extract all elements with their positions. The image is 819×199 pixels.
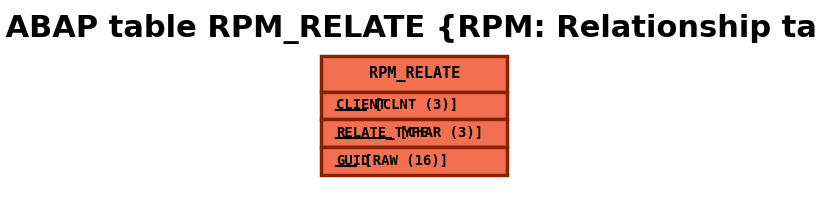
FancyBboxPatch shape [321, 92, 507, 119]
Text: SAP ABAP table RPM_RELATE {RPM: Relationship table}: SAP ABAP table RPM_RELATE {RPM: Relation… [0, 14, 819, 44]
Text: [RAW (16)]: [RAW (16)] [356, 154, 448, 168]
FancyBboxPatch shape [321, 56, 507, 92]
FancyBboxPatch shape [321, 119, 507, 147]
Text: [CHAR (3)]: [CHAR (3)] [391, 126, 483, 140]
Text: [CLNT (3)]: [CLNT (3)] [366, 99, 458, 112]
Text: CLIENT: CLIENT [336, 99, 387, 112]
Text: RPM_RELATE: RPM_RELATE [369, 66, 460, 82]
Text: GUID: GUID [336, 154, 369, 168]
FancyBboxPatch shape [321, 147, 507, 175]
Text: RELATE_TYPE: RELATE_TYPE [336, 126, 428, 140]
